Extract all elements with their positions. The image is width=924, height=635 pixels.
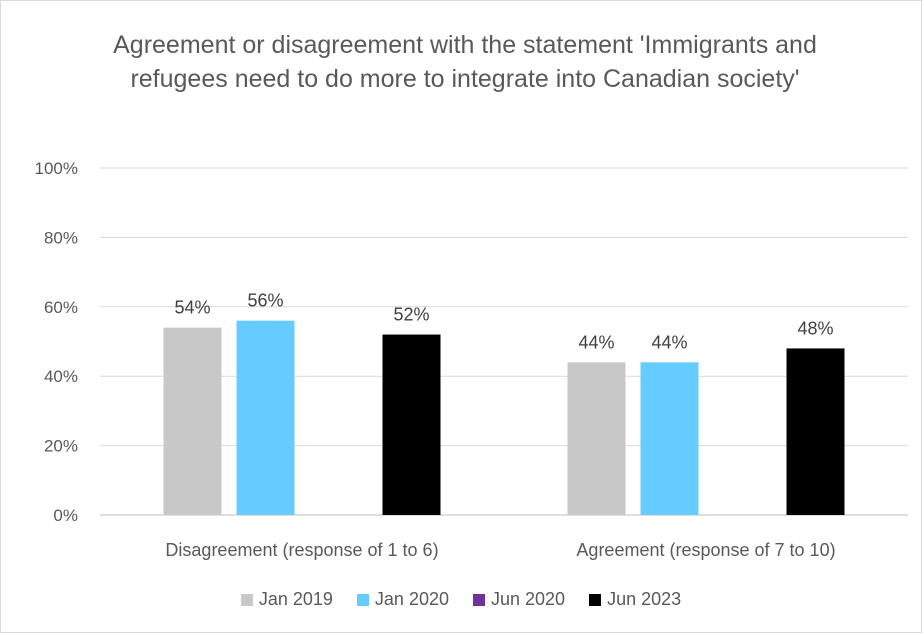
data-label: 44% bbox=[651, 332, 687, 352]
data-label: 56% bbox=[247, 291, 283, 311]
bar bbox=[382, 334, 441, 515]
x-category-label: Disagreement (response of 1 to 6) bbox=[165, 540, 438, 560]
y-tick-label: 0% bbox=[53, 506, 78, 525]
legend-label: Jan 2019 bbox=[258, 589, 333, 609]
legend-swatch bbox=[473, 593, 485, 606]
legend-swatch bbox=[589, 593, 602, 606]
legend-swatch bbox=[356, 593, 369, 606]
bar bbox=[236, 320, 295, 515]
chart-title: Agreement or disagreement with the state… bbox=[113, 31, 817, 93]
legend-item: Jan 2019 bbox=[240, 589, 333, 610]
legend-item: Jan 2020 bbox=[356, 589, 449, 610]
legend-swatch bbox=[240, 593, 253, 606]
legend-label: Jun 2023 bbox=[607, 589, 682, 609]
y-tick-label: 60% bbox=[44, 298, 78, 317]
bar bbox=[567, 362, 626, 515]
y-tick-label: 20% bbox=[44, 437, 78, 456]
legend-label: Jun 2020 bbox=[491, 589, 566, 609]
data-label: 54% bbox=[174, 298, 210, 318]
legend-item: Jun 2020 bbox=[473, 589, 565, 610]
legend-label: Jan 2020 bbox=[374, 589, 449, 609]
data-label: 48% bbox=[797, 318, 833, 338]
y-tick-label: 80% bbox=[44, 228, 78, 247]
y-tick-label: 100% bbox=[35, 159, 78, 178]
chart-legend: Jan 2019 Jan 2020 Jun 2020 Jun 2023 bbox=[0, 589, 922, 610]
legend-item: Jun 2023 bbox=[589, 589, 681, 610]
bar bbox=[786, 348, 845, 515]
bar bbox=[640, 362, 699, 515]
data-label: 44% bbox=[578, 332, 614, 352]
data-label: 52% bbox=[393, 305, 429, 325]
bar bbox=[163, 327, 222, 515]
x-category-label: Agreement (response of 7 to 10) bbox=[576, 540, 835, 560]
y-tick-label: 40% bbox=[44, 367, 78, 386]
